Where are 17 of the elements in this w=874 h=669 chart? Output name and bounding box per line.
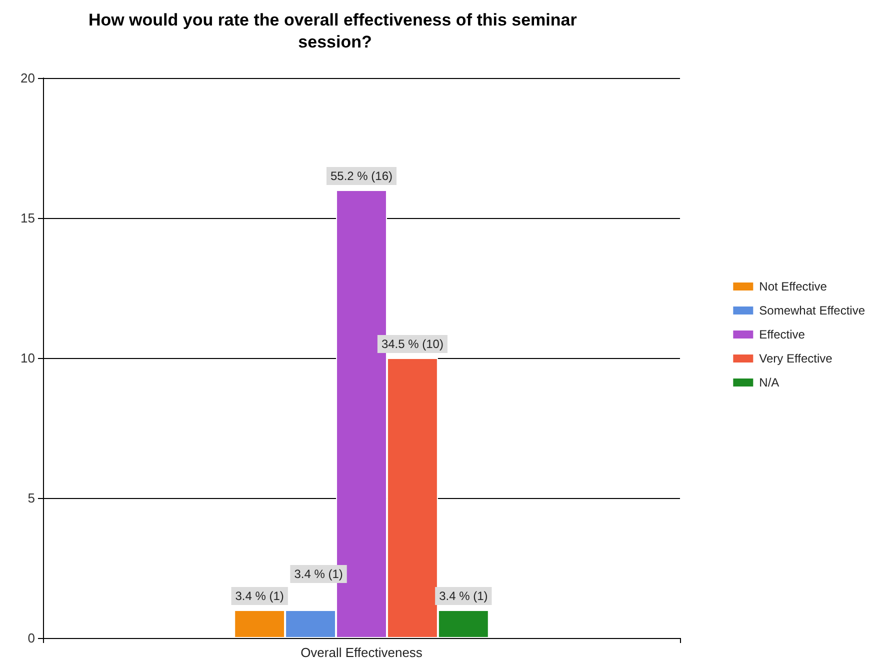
data-label: 3.4 % (1) — [294, 567, 343, 581]
data-label: 3.4 % (1) — [235, 589, 284, 603]
y-tick-label: 5 — [28, 490, 35, 506]
y-tick-label: 20 — [20, 70, 35, 86]
y-tick-label: 10 — [20, 350, 35, 366]
x-tick-label: Overall Effectiveness — [300, 645, 423, 660]
data-label: 3.4 % (1) — [439, 589, 488, 603]
legend-label: Very Effective — [759, 352, 833, 366]
y-tick-label: 0 — [28, 630, 35, 646]
chart-title: How would you rate the overall effectiveness of this seminar session? — [88, 10, 582, 52]
legend-label: N/A — [759, 376, 780, 390]
y-tick-label: 15 — [20, 210, 35, 226]
legend-label: Somewhat Effective — [759, 304, 866, 318]
data-label: 34.5 % (10) — [381, 337, 444, 351]
data-label: 55.2 % (16) — [330, 169, 393, 183]
legend-label: Effective — [759, 328, 806, 342]
legend-label: Not Effective — [759, 280, 828, 294]
